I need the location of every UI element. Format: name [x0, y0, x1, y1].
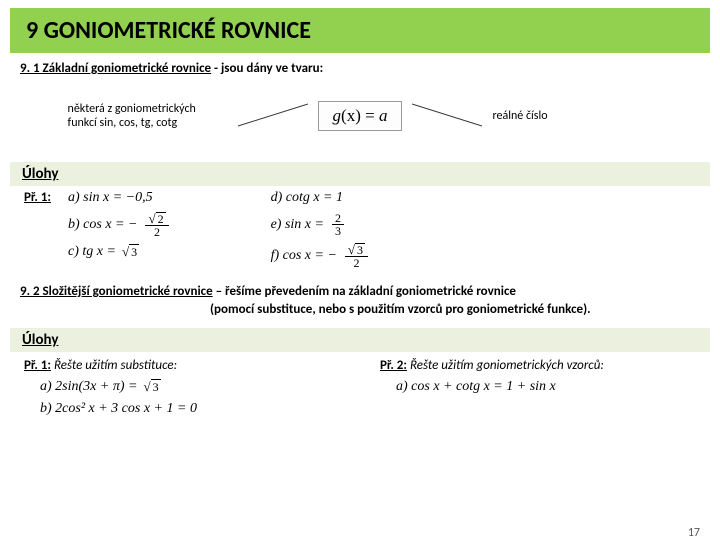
note-left: některá z goniometrických funkcí sin, co…: [68, 102, 228, 131]
section-9-2-line2: (pomocí substituce, nebo s použitím vzor…: [20, 301, 700, 319]
pr1b-label: Př. 1:: [24, 358, 51, 373]
section-9-2: 9. 2 Složitější goniometrické rovnice – …: [0, 271, 720, 322]
connector-right: [412, 116, 482, 117]
section-9-1: 9. 1 Základní goniometrické rovnice - js…: [0, 53, 720, 156]
section-9-2-line1: 9. 2 Složitější goniometrické rovnice – …: [20, 283, 700, 301]
section-9-1-title: 9. 1 Základní goniometrické rovnice: [20, 61, 211, 76]
pr1b-eqs: a) 2sin(3x + π) = √3 b) 2cos² x + 3 cos …: [24, 373, 340, 417]
beq-c: a) cos x + cotg x = 1 + sin x: [396, 379, 696, 395]
pr1b-text: Řešte užitím substituce:: [54, 358, 177, 373]
bottom-exercises: Př. 1: Řešte užitím substituce: a) 2sin(…: [0, 354, 720, 421]
bottom-col-2: Př. 2: Řešte užitím goniometrických vzor…: [380, 358, 696, 417]
connector-left: [238, 116, 308, 117]
exercise-columns: a) sin x = −0,5 b) cos x = − √22 c) tg x…: [68, 190, 370, 269]
formula-eq: =: [361, 106, 379, 125]
pr1b-header: Př. 1: Řešte užitím substituce:: [24, 358, 340, 373]
pr2b-header: Př. 2: Řešte užitím goniometrických vzor…: [380, 358, 696, 373]
eq-b: b) cos x = − √22: [68, 212, 171, 238]
formula-a: a: [379, 106, 388, 125]
page-number: 17: [688, 526, 700, 540]
section-9-2-title: 9. 2 Složitější goniometrické rovnice: [20, 284, 213, 299]
formula-diagram: některá z goniometrických funkcí sin, co…: [20, 86, 700, 146]
col-left: a) sin x = −0,5 b) cos x = − √22 c) tg x…: [68, 190, 171, 269]
ulohy-bar-2: Úlohy: [10, 328, 710, 352]
formula-g: g: [333, 106, 342, 125]
section-9-1-rest: - jsou dány ve tvaru:: [211, 61, 323, 76]
pr2b-text: Řešte užitím goniometrických vzorců:: [410, 358, 604, 373]
eq-a: a) sin x = −0,5: [68, 190, 171, 206]
page-title: 9 GONIOMETRICKÉ ROVNICE: [26, 16, 694, 45]
bottom-col-1: Př. 1: Řešte užitím substituce: a) 2sin(…: [24, 358, 340, 417]
pr2b-label: Př. 2:: [380, 358, 407, 373]
pr1-label: Př. 1:: [24, 190, 60, 205]
section-9-1-heading: 9. 1 Základní goniometrické rovnice - js…: [20, 61, 700, 76]
title-bar: 9 GONIOMETRICKÉ ROVNICE: [10, 8, 710, 53]
beq-a: a) 2sin(3x + π) = √3: [40, 379, 340, 395]
col-right: d) cotg x = 1 e) sin x = 23 f) cos x = −…: [271, 190, 370, 269]
formula-paren: (x): [341, 106, 361, 125]
eq-c: c) tg x = √3: [68, 244, 171, 260]
pr2b-eqs: a) cos x + cotg x = 1 + sin x: [380, 373, 696, 395]
formula-box: g(x) = a: [318, 101, 403, 131]
ulohy-bar-1: Úlohy: [10, 162, 710, 186]
beq-b: b) 2cos² x + 3 cos x + 1 = 0: [40, 401, 340, 417]
eq-e: e) sin x = 23: [271, 212, 370, 237]
eq-f: f) cos x = − √32: [271, 243, 370, 269]
eq-d: d) cotg x = 1: [271, 190, 370, 206]
section-9-2-rest1: – řešíme převedením na základní goniomet…: [213, 284, 516, 299]
exercise-1: Př. 1: a) sin x = −0,5 b) cos x = − √22 …: [0, 188, 720, 271]
note-right: reálné číslo: [492, 109, 652, 123]
